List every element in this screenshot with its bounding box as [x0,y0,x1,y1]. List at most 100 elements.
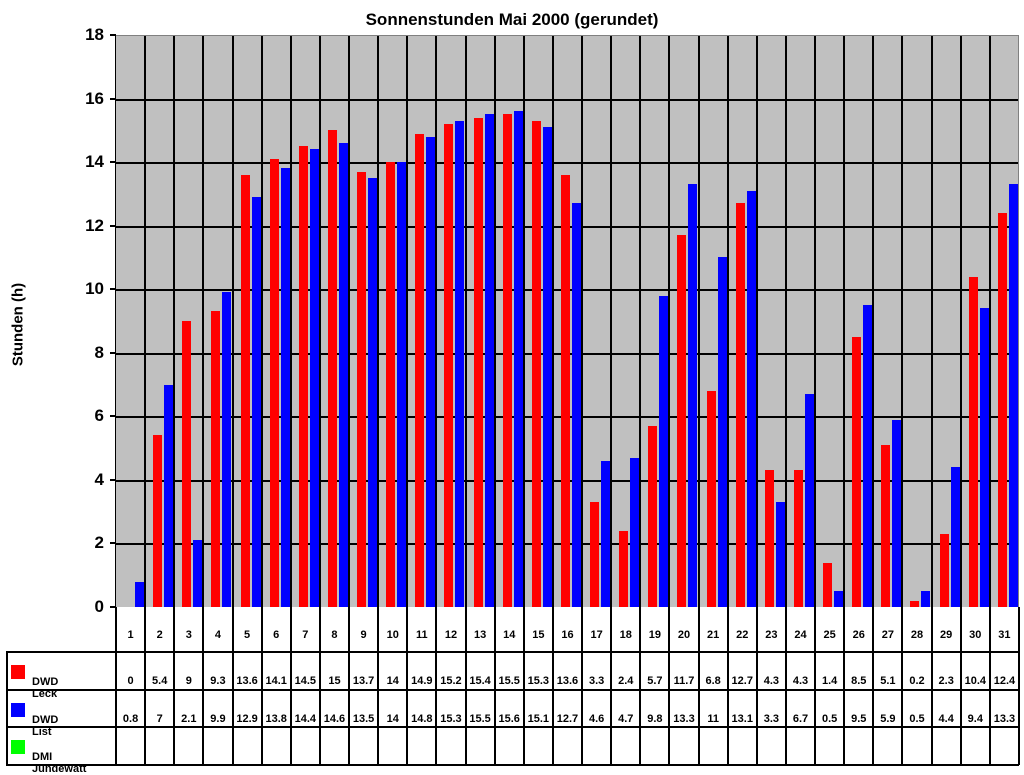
table-value: 5.9 [880,713,896,725]
y-tick-label: 14 [85,152,104,172]
gridline-vertical [231,36,234,607]
day-label: 11 [416,629,428,641]
gridline-vertical [464,36,467,607]
day-label: 1 [127,629,134,641]
table-border [6,652,8,765]
y-tick-mark [110,97,116,100]
table-column-divider [551,607,554,765]
table-value: 15.1 [527,713,550,725]
bar-dwd-leck [764,470,774,607]
bar-dwd-list [979,308,989,607]
bar-dwd-list [397,162,407,607]
table-value: 9.5 [851,713,867,725]
bar-dwd-leck [531,120,541,607]
gridline-vertical [726,36,729,607]
gridline-vertical [610,36,613,607]
y-tick-mark [110,34,116,36]
table-value: 15.5 [469,713,491,725]
table-column-divider [814,607,817,765]
day-label: 20 [677,629,691,641]
bar-dwd-leck [881,444,891,607]
table-value: 11 [707,713,719,725]
bar-dwd-list [630,457,640,607]
table-value: 9 [185,675,192,687]
table-column-divider [959,607,962,765]
bar-dwd-leck [968,276,978,607]
bar-dwd-leck [619,530,629,607]
table-value: 13.6 [236,675,258,687]
table-value: 6.7 [792,713,809,725]
table-value: 13.3 [673,713,695,725]
day-label: 4 [214,629,221,641]
day-label: 25 [823,629,836,641]
bar-dwd-list [804,394,814,607]
bar-dwd-list [222,292,232,607]
table-value: 14.1 [265,675,287,687]
bar-dwd-leck [648,425,658,607]
table-column-divider [260,607,263,765]
gridline-vertical [435,36,438,607]
bar-dwd-leck [910,600,920,607]
gridline-vertical [872,36,875,607]
gridline-vertical [377,36,380,607]
legend-swatch-dwd-leck [11,665,25,679]
bar-dwd-leck [327,130,337,607]
table-value: 12.7 [731,675,753,687]
table-value: 9.4 [967,713,983,725]
table-value: 0.2 [909,675,925,687]
bar-dwd-leck [444,123,454,607]
table-value: 13.6 [556,675,579,687]
y-tick-label: 10 [85,279,104,299]
bar-dwd-leck [211,311,221,607]
table-column-divider [639,607,642,765]
gridline-vertical [639,36,642,607]
bar-dwd-leck [706,390,716,607]
gridline-vertical [988,36,991,607]
table-row-divider [6,726,1019,728]
table-column-divider [231,607,234,765]
bar-dwd-leck [997,212,1007,607]
y-tick-mark [110,161,116,164]
day-label: 7 [302,629,309,641]
legend-swatch-dmi-juendewatt [11,740,25,754]
day-label: 26 [852,629,865,641]
table-value: 9.9 [210,713,226,725]
gridline-vertical [493,36,496,607]
table-value: 10.4 [964,675,986,687]
table-value: 5.1 [880,675,896,687]
table-value: 7 [156,713,163,725]
legend-swatch-dwd-list [11,703,25,717]
y-tick-mark [110,606,116,608]
table-column-divider [522,607,525,765]
table-value: 4.3 [792,675,809,687]
table-value: 15.3 [527,675,550,687]
y-tick-mark [110,542,116,545]
bar-dwd-list [717,257,727,607]
table-value: 14.4 [294,713,317,725]
day-label: 9 [360,629,367,641]
gridline-vertical [144,36,147,607]
table-value: 3.3 [763,713,780,725]
bar-dwd-leck [793,470,803,607]
day-label: 23 [765,629,778,641]
day-label: 22 [736,629,749,641]
bar-dwd-list [251,197,261,607]
table-column-divider [377,607,380,765]
table-value: 15.3 [440,713,462,725]
bar-dwd-list [746,190,756,607]
table-column-divider [144,607,147,765]
table-row-divider [6,689,1019,691]
day-label: 5 [244,629,251,641]
table-value: 13.8 [265,713,287,725]
table-value: 0.5 [909,713,925,725]
legend-label-dwd-list: DWD List [32,714,59,738]
bar-dwd-list [688,184,698,607]
bar-dwd-leck [153,435,163,607]
bar-dwd-list [950,467,960,607]
y-tick-mark [110,288,116,291]
day-label: 3 [185,629,192,641]
bar-dwd-leck [473,117,483,607]
legend-label-dwd-leck: DWD Leck [32,676,59,700]
bar-dwd-leck [357,171,367,607]
table-column-divider [843,607,846,765]
